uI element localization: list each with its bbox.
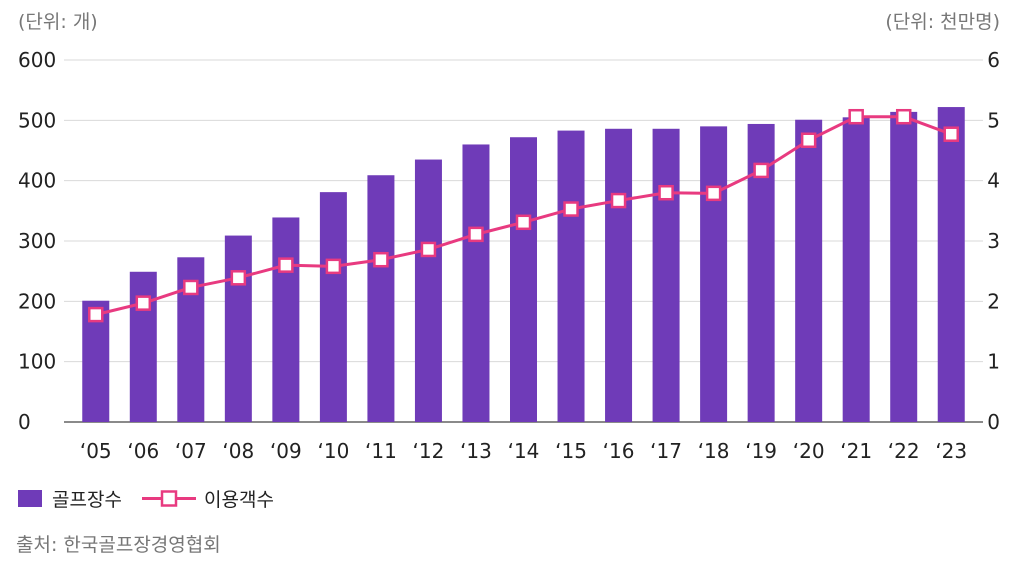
x-tick-label: ‘13 xyxy=(460,439,492,463)
legend-bar-label: 골프장수 xyxy=(52,489,122,511)
line-point xyxy=(943,126,959,142)
bar xyxy=(319,192,347,422)
bar xyxy=(510,137,537,422)
right-tick-label: 6 xyxy=(987,48,1000,72)
bar xyxy=(224,235,252,422)
legend: 골프장수 이용객수 xyxy=(18,489,274,511)
line-point xyxy=(658,184,674,201)
line-point xyxy=(753,162,769,179)
right-unit-label: (단위: 천만명) xyxy=(885,11,1000,33)
left-tick-label: 100 xyxy=(18,350,56,374)
x-tick-label: ‘10 xyxy=(317,439,349,463)
bar xyxy=(605,128,633,422)
line-point xyxy=(373,251,389,268)
line-point xyxy=(278,257,294,273)
legend-line-marker xyxy=(160,490,178,507)
x-tick-label: ‘05 xyxy=(80,439,112,463)
x-tick-label: ‘18 xyxy=(698,439,730,463)
line-point xyxy=(800,132,817,148)
bar xyxy=(462,144,490,422)
source-note: 출처: 한국골프장경영협회 xyxy=(16,534,221,556)
x-tick-label: ‘17 xyxy=(650,439,682,463)
right-tick-label: 4 xyxy=(987,169,1000,193)
legend-bar-swatch xyxy=(18,490,42,507)
line-point xyxy=(135,295,152,311)
bar xyxy=(557,130,585,422)
bar xyxy=(795,119,823,422)
line-point xyxy=(848,108,864,125)
line-series xyxy=(88,108,959,323)
x-tick-label: ‘09 xyxy=(270,439,302,463)
right-tick-label: 5 xyxy=(987,108,1000,132)
bar xyxy=(937,107,965,422)
bar-series xyxy=(82,107,965,423)
line-point xyxy=(515,214,532,231)
bar xyxy=(129,271,157,422)
line-point xyxy=(230,270,247,286)
legend-line-label: 이용객수 xyxy=(204,489,274,511)
left-unit-label: (단위: 개) xyxy=(18,11,98,33)
left-tick-label: 200 xyxy=(18,289,56,313)
left-tick-label: 400 xyxy=(18,169,56,193)
right-tick-label: 0 xyxy=(987,410,1000,434)
right-tick-label: 1 xyxy=(987,350,1000,374)
right-tick-label: 3 xyxy=(987,229,1000,253)
x-tick-label: ‘19 xyxy=(745,439,777,463)
line-point xyxy=(895,108,912,125)
line-point xyxy=(468,226,484,243)
x-tick-label: ‘15 xyxy=(555,439,587,463)
bar xyxy=(842,117,870,423)
line-point xyxy=(88,306,104,323)
x-tick-label: ‘07 xyxy=(175,439,207,463)
line-point xyxy=(563,201,579,217)
x-tick-label: ‘16 xyxy=(603,439,635,463)
left-tick-label: 300 xyxy=(18,229,56,253)
line-point xyxy=(420,241,437,258)
x-tick-label: ‘20 xyxy=(793,439,825,463)
x-tick-label: ‘11 xyxy=(365,439,397,463)
left-tick-label: 500 xyxy=(18,108,56,132)
bar xyxy=(367,175,395,422)
bar xyxy=(700,126,728,422)
x-tick-label: ‘14 xyxy=(508,439,540,463)
left-tick-label: 0 xyxy=(18,410,31,434)
bar xyxy=(890,111,918,423)
x-tick-label: ‘23 xyxy=(935,439,967,463)
line-point xyxy=(610,192,627,209)
line-point xyxy=(325,258,342,275)
bar xyxy=(652,128,680,422)
x-tick-label: ‘06 xyxy=(127,439,159,463)
x-tick-label: ‘08 xyxy=(222,439,254,463)
left-tick-label: 600 xyxy=(18,48,56,72)
bar xyxy=(414,159,442,423)
right-tick-label: 2 xyxy=(987,289,1000,313)
line-point xyxy=(183,279,199,296)
left-axis-ticks: 0 100 200 300 400 500 600 xyxy=(18,48,56,434)
right-axis-ticks: 0 1 2 3 4 5 6 xyxy=(987,48,1000,434)
bar xyxy=(272,217,300,422)
line-point xyxy=(705,185,722,202)
x-axis-ticks: ‘05 ‘06 ‘07 ‘08 ‘09 ‘10 ‘11 ‘12 ‘13 ‘14 ‘15 ‘16 ‘17 ‘… xyxy=(80,439,967,463)
x-tick-label: ‘21 xyxy=(840,439,872,463)
x-tick-label: ‘12 xyxy=(413,439,445,463)
x-tick-label: ‘22 xyxy=(888,439,920,463)
